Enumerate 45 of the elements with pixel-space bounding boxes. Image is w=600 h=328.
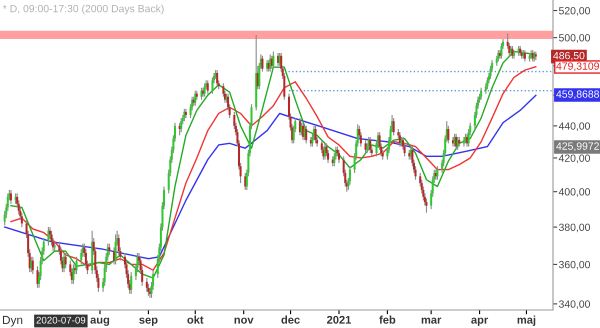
annotation: 486,50 <box>553 52 584 61</box>
candlestick <box>458 136 460 148</box>
candlestick <box>519 45 522 56</box>
candlestick <box>456 136 459 150</box>
y-tick-label: 380,00 <box>558 224 590 232</box>
y-tick-label: 520,00 <box>558 7 590 16</box>
candlestick <box>180 118 182 133</box>
candlestick <box>47 226 50 246</box>
y-tick-label: 440,00 <box>558 122 590 131</box>
x-tick-label: sep <box>139 318 158 326</box>
candlestick <box>194 90 196 106</box>
y-tick-label: 360,00 <box>558 260 590 270</box>
x-tick-label: feb <box>379 316 396 324</box>
candlestick <box>211 76 214 94</box>
candlestick <box>462 136 465 148</box>
x-tick-label: okt <box>187 316 204 324</box>
text: 2020-07-09 <box>36 316 86 324</box>
candlestick <box>369 136 372 154</box>
x-tick-label: maj <box>518 316 536 326</box>
y-tick-label: 420,00 <box>558 154 590 164</box>
candlestick <box>480 87 482 100</box>
text: 459,8688 <box>556 90 599 100</box>
text: 479,3109 <box>556 62 599 72</box>
x-tick-label: dec <box>281 316 300 324</box>
chart-title: * D, 09:00-17:30 (2000 Days Back) <box>2 4 164 14</box>
y-tick-label: 400,00 <box>558 188 590 197</box>
candlestick <box>305 125 308 144</box>
x-tick-label: nov <box>234 318 254 324</box>
text: 425,9972 <box>556 142 599 152</box>
y-tick-label: 500,00 <box>558 34 590 43</box>
x-tick-label: apr <box>471 318 488 326</box>
candlestick <box>64 252 67 269</box>
candlestick <box>54 241 56 252</box>
candlestick <box>130 272 132 294</box>
x-tick-label: mar <box>422 318 442 324</box>
line-series <box>4 94 537 260</box>
candlestick <box>269 54 272 72</box>
x-tick-label: aug <box>90 318 110 326</box>
x-tick-label: 2021 <box>327 316 352 324</box>
candlestick <box>332 156 334 167</box>
y-tick-label: 340,00 <box>558 300 590 309</box>
candlestick <box>206 80 209 94</box>
text: Dyn <box>2 316 22 327</box>
candlestick <box>244 172 246 191</box>
candlestick <box>146 277 148 292</box>
